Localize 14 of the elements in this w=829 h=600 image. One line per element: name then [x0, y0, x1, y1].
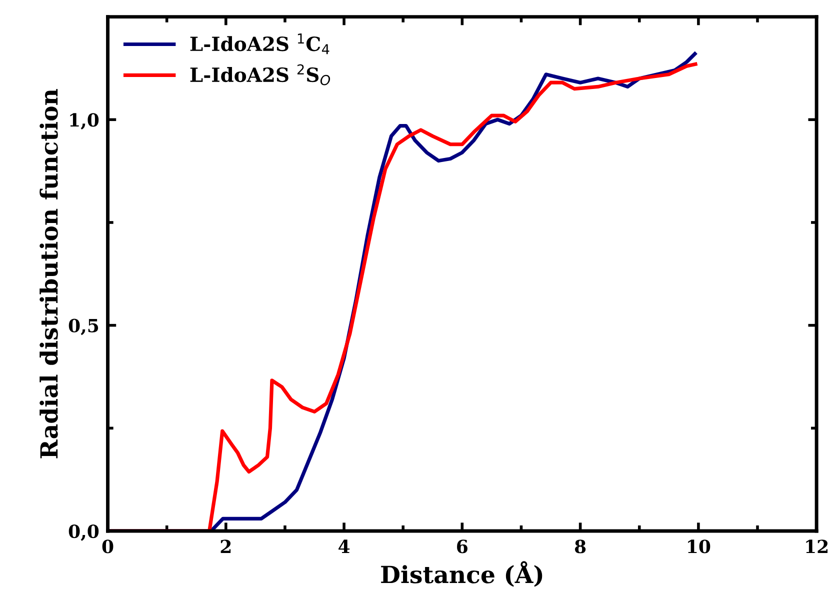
x-tick-label: 12 [806, 540, 828, 554]
y-tick-label: 0,5 [68, 318, 98, 336]
y-tick-label: 1,0 [70, 113, 99, 130]
x-tick-label: 0 [102, 540, 114, 554]
legend-label: L-IdoA2S $^{2}$S$_{O}$ [190, 64, 330, 86]
y-axis-title: Radial distribution function [40, 89, 58, 458]
x-tick-label: 4 [338, 540, 350, 554]
x-tick-label: 6 [457, 540, 468, 554]
x-axis-title: Distance (Å) [381, 561, 542, 587]
legend-label: L-IdoA2S $^{1}$C$_{4}$ [190, 34, 330, 54]
x-tick-label: 8 [574, 540, 586, 554]
y-tick-label: 0,0 [68, 524, 99, 541]
x-tick-label: 10 [688, 540, 710, 554]
x-tick-label: 2 [220, 540, 231, 554]
